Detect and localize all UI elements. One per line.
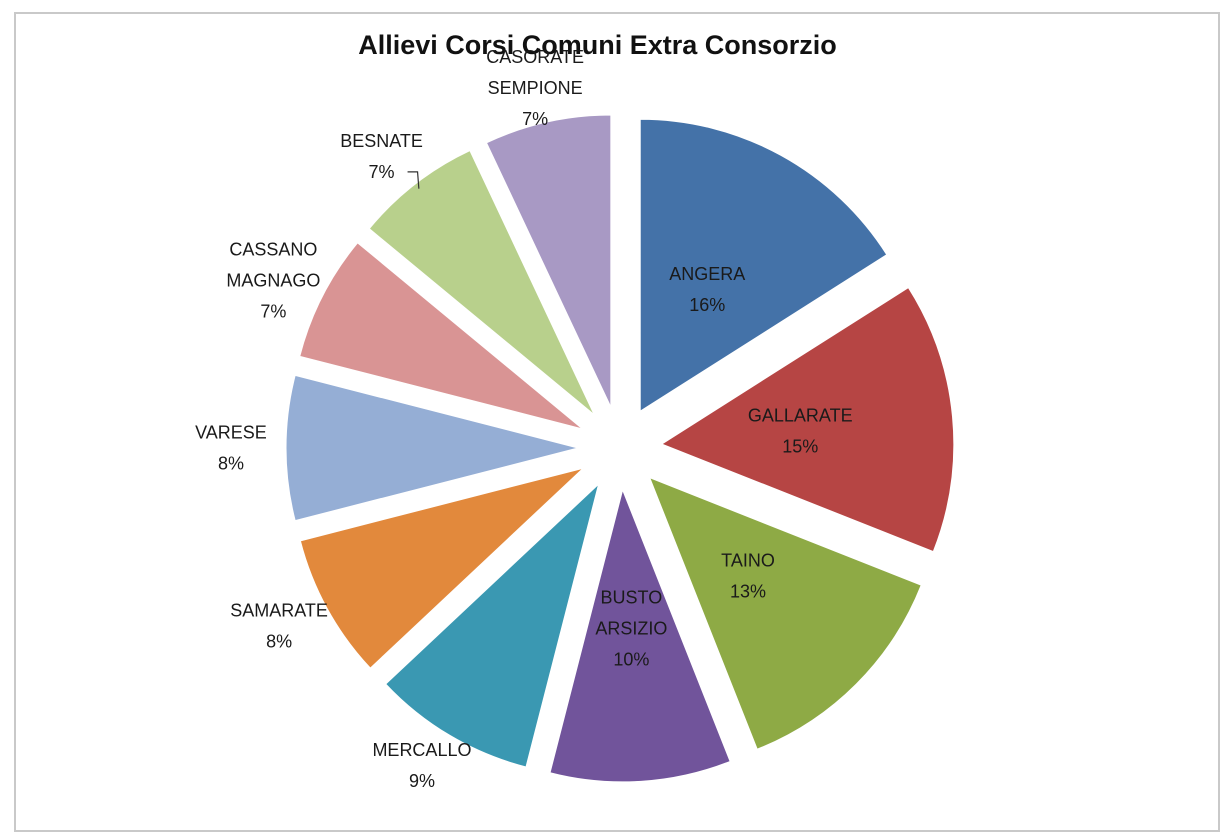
slice-label-taino: TAINO 13% — [721, 551, 775, 602]
pie-slice-besnate — [368, 149, 595, 416]
pie-slice-busto-arsizio — [549, 488, 731, 783]
slice-label-mercallo: MERCALLO 9% — [372, 740, 471, 791]
pie-slice-casorate-sempione — [485, 114, 612, 408]
slice-label-busto-arsizio: BUSTO ARSIZIO 10% — [595, 588, 667, 670]
slice-label-samarate: SAMARATE 8% — [230, 600, 328, 651]
leader-line-besnate — [407, 171, 420, 189]
pie-slices — [285, 114, 955, 783]
slice-label-gallarate: GALLARATE 15% — [748, 405, 853, 456]
slice-label-besnate: BESNATE 7% — [340, 131, 423, 182]
chart-title: Allievi Corsi Comuni Extra Consorzio — [358, 30, 837, 60]
slice-label-varese: VARESE 8% — [195, 423, 267, 474]
slice-labels: ANGERA 16% GALLARATE 15% TAINO 13% BUSTO ARSIZI… — [195, 47, 852, 791]
slice-label-cassano-magnago: CASSANO MAGNAGO 7% — [226, 239, 320, 321]
pie-slice-samarate — [299, 467, 584, 669]
leader-lines — [407, 171, 420, 189]
pie-slice-gallarate — [660, 286, 955, 553]
pie-slice-taino — [648, 476, 922, 750]
slice-label-angera: ANGERA 16% — [669, 264, 745, 315]
pie-slice-cassano-magnago — [299, 242, 583, 430]
slice-label-casorate-sempione: CASORATE SEMPIONE 7% — [486, 47, 584, 129]
pie-slice-varese — [285, 374, 579, 522]
pie-slice-angera — [639, 118, 888, 413]
pie-slice-mercallo — [385, 482, 600, 768]
